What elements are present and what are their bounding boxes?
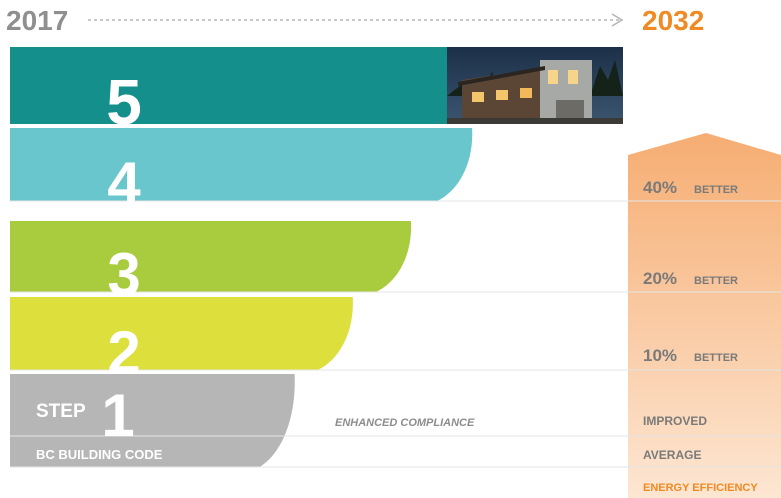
- improved-label: IMPROVED: [643, 414, 707, 428]
- net-zero-title-line2: READY: [640, 81, 711, 103]
- house-photo: [447, 47, 623, 124]
- step-2-number: 2: [107, 319, 140, 386]
- average-label: AVERAGE: [643, 448, 701, 462]
- efficiency-20-word: BETTER: [694, 275, 738, 287]
- efficiency-10-word: BETTER: [694, 352, 738, 364]
- step-3-number: 3: [107, 241, 140, 308]
- enhanced-compliance-label: ENHANCED COMPLIANCE: [335, 417, 475, 429]
- end-year: 2032: [642, 5, 704, 36]
- energy-efficiency-label: ENERGY EFFICIENCY: [643, 482, 758, 494]
- efficiency-20-percent: 20%: [643, 269, 677, 288]
- net-zero-title-line1: NET ZERO: [640, 60, 741, 82]
- step-4-band: [10, 128, 472, 201]
- step-3-band: [10, 221, 411, 292]
- step-4-number: 4: [107, 150, 141, 217]
- building-code-label: BC BUILDING CODE: [36, 447, 163, 462]
- step-2-band: [10, 297, 353, 370]
- step-prefix: STEP: [36, 401, 86, 422]
- net-zero-subtitle: NEW CONSTRUCTION: [641, 106, 748, 117]
- step-5-number: 5: [106, 66, 142, 138]
- start-year: 2017: [6, 5, 68, 36]
- step-1-number: 1: [101, 382, 134, 449]
- efficiency-40-word: BETTER: [694, 184, 738, 196]
- efficiency-40-percent: 40%: [643, 178, 677, 197]
- efficiency-10-percent: 10%: [643, 346, 677, 365]
